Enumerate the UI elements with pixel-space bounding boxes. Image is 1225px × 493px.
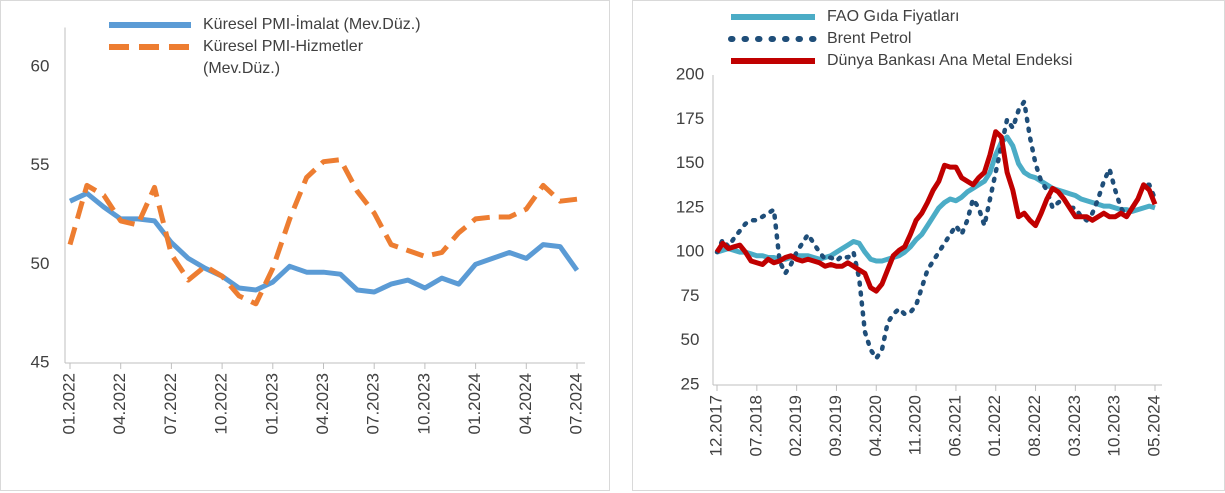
x-tick-label: 07.2023 [364,373,383,434]
x-tick-label: 01.2023 [262,373,281,434]
legend-item: FAO Gıda Fiyatları [727,6,1167,28]
series-line [67,157,578,307]
x-tick-label: 04.2020 [866,395,885,456]
x-tick-label: 09.2019 [826,395,845,456]
legend-label: Dünya Bankası Ana Metal Endeksi [827,52,1073,69]
y-tick-label: 150 [676,153,704,172]
legend-swatch [109,22,191,28]
y-tick-label: 45 [31,352,50,371]
legend-item: Küresel PMI-İmalat (Mev.Düz.) [105,14,435,36]
x-tick-label: 10.2022 [212,373,231,434]
x-tick-label: 07.2018 [746,395,765,456]
x-tick-label: 02.2019 [786,395,805,456]
y-tick-label: 50 [681,330,700,349]
y-tick-label: 200 [676,64,704,83]
x-tick-label: 12.2017 [706,395,725,456]
x-tick-label: 04.2023 [313,373,332,434]
legend: FAO Gıda Fiyatları Brent Petrol Dünya Bank… [727,6,1167,72]
legend-item: Dünya Bankası Ana Metal Endeksi [727,50,1167,72]
x-tick-label: 01.2022 [985,395,1004,456]
x-tick-label: 08.2022 [1025,395,1044,456]
legend-label: FAO Gıda Fiyatları [827,8,960,25]
legend-swatch [731,58,815,64]
y-tick-label: 60 [31,56,50,75]
y-tick-label: 25 [681,374,700,393]
legend-label: Küresel PMI-İmalat (Mev.Düz.) [203,16,421,33]
y-tick-label: 175 [676,109,704,128]
x-tick-label: 01.2022 [59,373,78,434]
legend-swatch [109,44,191,50]
x-tick-label: 03.2023 [1065,395,1084,456]
series-line [68,190,580,295]
series-line [714,129,1158,294]
x-tick-label: 10.2023 [1105,395,1124,456]
legend-label: Küresel PMI-Hizmetler (Mev.Düz.) [203,38,364,77]
legend-swatch [731,14,815,20]
x-tick-label: 04.2022 [110,373,129,434]
y-tick-label: 100 [676,242,704,261]
y-tick-label: 125 [676,197,704,216]
y-tick-label: 50 [31,254,50,273]
x-tick-label: 04.2024 [516,373,535,434]
legend-label: Brent Petrol [827,30,912,47]
x-tick-label: 07.2022 [161,373,180,434]
y-tick-label: 75 [681,286,700,305]
x-tick-label: 10.2023 [414,373,433,434]
x-tick-label: 07.2024 [566,373,585,434]
series-line [714,99,1158,361]
series-line [716,134,1156,264]
left-panel [0,0,610,491]
legend: Küresel PMI-İmalat (Mev.Düz.) Küresel PMI… [105,14,435,80]
legend-swatch [728,36,818,42]
x-tick-label: 06.2021 [945,395,964,456]
x-tick-label: 11.2020 [906,395,925,455]
x-tick-label: 05.2024 [1144,395,1163,456]
y-tick-label: 55 [31,155,50,174]
x-tick-label: 01.2024 [465,373,484,434]
legend-item: Küresel PMI-Hizmetler (Mev.Düz.) [105,36,435,80]
legend-item: Brent Petrol [727,28,1167,50]
